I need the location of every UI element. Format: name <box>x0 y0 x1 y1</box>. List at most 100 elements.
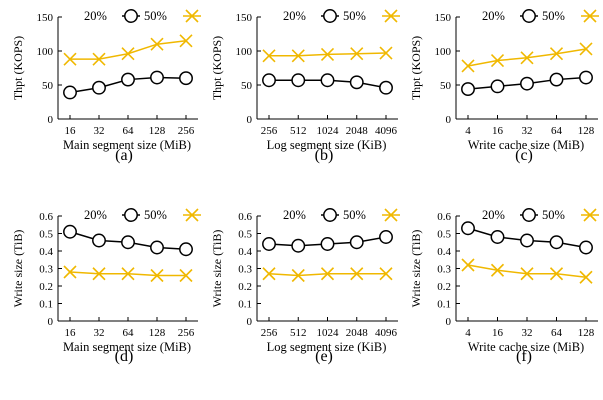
y-tick-label: 0.5 <box>437 229 451 241</box>
data-point-circle <box>579 240 593 255</box>
y-tick-label: 150 <box>435 12 452 24</box>
panel-caption: (a) <box>115 147 133 164</box>
x-tick-label: 64 <box>551 327 563 339</box>
data-point-circle <box>461 82 475 97</box>
y-tick-label: 0.3 <box>238 264 252 276</box>
x-marker-stroke <box>549 267 564 281</box>
data-point-circle <box>92 80 106 95</box>
y-tick-label: 0.4 <box>437 246 451 258</box>
x-tick-label: 512 <box>290 327 307 339</box>
data-point-circle <box>179 71 193 86</box>
x-tick-label: 2048 <box>346 125 369 137</box>
legend-label-20: 20% <box>84 208 107 222</box>
y-tick-label: 0.5 <box>39 229 53 241</box>
x-marker-stroke <box>320 267 335 281</box>
legend: 20% 50% <box>84 208 201 222</box>
data-point-x <box>350 47 364 61</box>
legend-label-20: 20% <box>283 9 306 23</box>
legend-x-marker-icon <box>583 9 597 23</box>
x-tick-label: 16 <box>65 125 77 137</box>
y-tick-label: 0.3 <box>39 264 53 276</box>
data-point-x <box>490 263 505 277</box>
data-point-x <box>262 267 276 281</box>
x-tick-label: 2048 <box>346 327 369 339</box>
legend-label-20: 20% <box>84 9 107 23</box>
y-tick-label: 0.6 <box>437 211 451 223</box>
data-point-circle <box>320 237 335 251</box>
x-tick-label: 256 <box>261 125 278 137</box>
y-tick-label: 0.4 <box>39 246 53 258</box>
data-point-x <box>92 52 106 66</box>
data-point-circle <box>520 233 534 248</box>
data-point-circle <box>121 235 135 250</box>
y-tick-label: 0.5 <box>238 229 252 241</box>
x-marker-stroke <box>461 258 475 272</box>
data-point-x <box>150 37 164 51</box>
legend-x-marker-icon <box>384 9 398 23</box>
legend-x-marker-icon <box>185 9 199 23</box>
x-tick-label: 16 <box>492 125 504 137</box>
legend-circle-marker-icon <box>323 9 337 23</box>
x-marker-stroke <box>350 47 364 61</box>
y-tick-label: 100 <box>37 46 54 58</box>
y-tick-label: 0 <box>48 114 54 126</box>
data-point-circle <box>121 72 135 87</box>
y-tick-label: 0.2 <box>39 281 53 293</box>
series-20 <box>262 73 393 95</box>
x-tick-label: 1024 <box>317 125 340 137</box>
legend-label-50: 50% <box>542 208 565 222</box>
legend: 20% 50% <box>482 9 599 23</box>
data-point-x <box>291 268 305 283</box>
data-point-circle <box>179 242 193 257</box>
x-marker-stroke <box>262 267 276 281</box>
panel-caption: (c) <box>515 147 533 164</box>
x-marker-stroke <box>92 267 106 281</box>
y-axis-label: Thpt (KOPS) <box>210 36 224 100</box>
y-tick-label: 0 <box>247 316 253 328</box>
y-tick-label: 0 <box>48 316 54 328</box>
data-point-circle <box>379 230 393 244</box>
x-tick-label: 64 <box>551 125 563 137</box>
legend-circle-marker-icon <box>522 208 536 222</box>
data-point-circle <box>150 240 164 255</box>
x-marker-stroke <box>320 47 335 61</box>
data-point-x <box>262 49 276 63</box>
x-axis-label: Log segment size (KiB) <box>267 340 387 354</box>
y-tick-label: 150 <box>236 12 253 24</box>
legend: 20% 50% <box>283 208 400 222</box>
series-20 <box>63 224 193 257</box>
x-marker-stroke <box>179 34 193 48</box>
y-axis-label: Write size (TiB) <box>409 230 423 308</box>
y-tick-label: 0.3 <box>437 264 451 276</box>
legend-circle-marker-icon <box>522 9 536 23</box>
data-point-circle <box>150 70 164 85</box>
y-tick-label: 0 <box>446 316 452 328</box>
data-point-x <box>461 59 475 73</box>
y-tick-label: 100 <box>236 46 253 58</box>
x-tick-label: 256 <box>178 125 195 137</box>
data-point-circle <box>320 73 335 88</box>
data-point-x <box>121 47 135 61</box>
x-marker-stroke <box>150 268 164 283</box>
data-point-circle <box>579 70 593 85</box>
data-point-circle <box>520 76 534 91</box>
x-tick-label: 4096 <box>375 125 398 137</box>
y-axis-label: Thpt (KOPS) <box>409 36 423 100</box>
y-tick-label: 0.6 <box>39 211 53 223</box>
x-marker-stroke <box>63 265 77 279</box>
x-axis-label: Write cache size (MiB) <box>468 340 584 354</box>
data-point-circle <box>349 75 364 90</box>
x-axis-label: Log segment size (KiB) <box>267 138 387 152</box>
data-point-x <box>63 265 77 279</box>
data-point-circle <box>549 72 564 87</box>
y-tick-label: 0 <box>446 114 452 126</box>
y-tick-label: 0.1 <box>437 299 451 311</box>
data-point-x <box>150 268 164 283</box>
x-marker-stroke <box>520 51 534 65</box>
data-point-x <box>461 258 475 272</box>
x-marker-stroke <box>579 270 593 284</box>
series-20 <box>262 230 393 253</box>
